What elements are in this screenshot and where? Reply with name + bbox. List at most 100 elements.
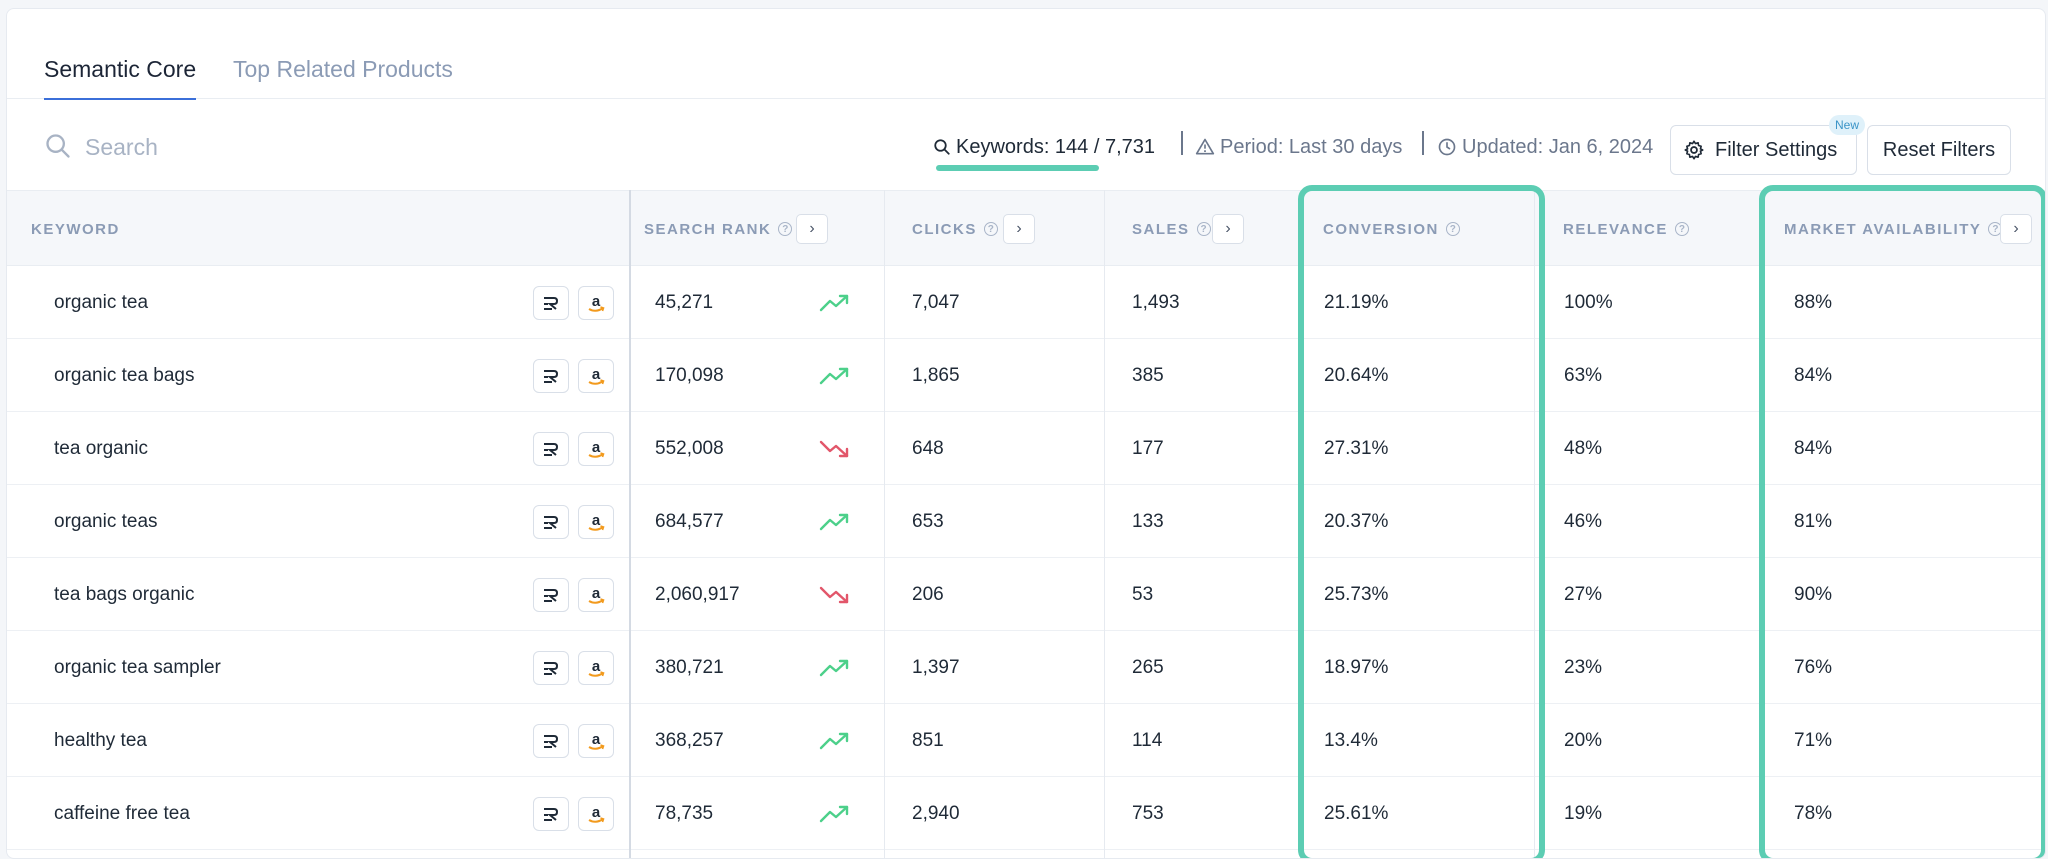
- amazon-search-button[interactable]: a: [578, 651, 614, 685]
- amazon-search-button[interactable]: a: [578, 432, 614, 466]
- column-header-market-availability[interactable]: MARKET AVAILABILITY ?: [1784, 191, 2003, 267]
- column-divider: [884, 190, 885, 858]
- search-rank-cell: 170,098: [655, 364, 724, 386]
- clock-icon: [1438, 138, 1456, 156]
- sr-analysis-button[interactable]: [533, 286, 569, 320]
- column-header-conversion[interactable]: CONVERSION ?: [1323, 191, 1460, 267]
- sales-cell: 114: [1132, 729, 1163, 751]
- table-row[interactable]: organic tea bags a 170,098 1,865 385 20.64% 63…: [7, 339, 2045, 412]
- chevron-right-icon[interactable]: ›: [2000, 214, 2032, 244]
- help-icon[interactable]: ?: [1196, 222, 1211, 236]
- search-rank-cell: 684,577: [655, 510, 724, 532]
- table-row[interactable]: organic tea sampler a 380,721 1,397 265 18.97…: [7, 631, 2045, 704]
- sr-analysis-button[interactable]: [533, 797, 569, 831]
- conversion-cell: 20.37%: [1324, 510, 1389, 532]
- column-header-keyword[interactable]: KEYWORD: [31, 191, 120, 267]
- amazon-icon: a: [588, 512, 605, 531]
- svg-text:a: a: [592, 512, 601, 529]
- amazon-icon: a: [588, 366, 605, 385]
- sr-analysis-button[interactable]: [533, 432, 569, 466]
- sr-analysis-button[interactable]: [533, 505, 569, 539]
- table-row[interactable]: tea bags organic a 2,060,917 206 53 25.73% 27%…: [7, 558, 2045, 631]
- table-row[interactable]: tea organic a 552,008 648 177 27.31% 48% 84%: [7, 412, 2045, 485]
- conversion-cell: 21.19%: [1324, 291, 1389, 313]
- warning-triangle-icon: [1195, 138, 1215, 155]
- keyword-cell: organic tea: [54, 291, 149, 313]
- chevron-right-icon[interactable]: ›: [796, 214, 828, 244]
- clicks-cell: 1,397: [912, 656, 960, 678]
- sales-cell: 133: [1132, 510, 1164, 532]
- amazon-icon: a: [588, 804, 605, 823]
- sales-cell: 265: [1132, 656, 1164, 678]
- amazon-search-button[interactable]: a: [578, 724, 614, 758]
- relevance-cell: 23%: [1564, 656, 1603, 678]
- chevron-right-icon[interactable]: ›: [1003, 214, 1035, 244]
- search-rank-cell: 45,271: [655, 291, 714, 313]
- clicks-cell: 206: [912, 583, 944, 605]
- sr-logo-icon: [544, 443, 559, 456]
- svg-text:a: a: [592, 293, 601, 310]
- svg-text:a: a: [592, 658, 601, 675]
- amazon-search-button[interactable]: a: [578, 359, 614, 393]
- column-header-search-rank[interactable]: SEARCH RANK ?: [644, 191, 793, 267]
- reset-filters-button[interactable]: Reset Filters: [1867, 125, 2011, 175]
- amazon-icon: a: [588, 439, 605, 458]
- keywords-count[interactable]: Keywords: 144 / 7,731: [933, 130, 1155, 164]
- amazon-search-button[interactable]: a: [578, 797, 614, 831]
- help-icon[interactable]: ?: [1445, 222, 1460, 236]
- svg-text:a: a: [592, 585, 601, 602]
- tab-bar: Semantic Core Top Related Products: [7, 9, 2045, 100]
- column-header-sales[interactable]: SALES ?: [1132, 191, 1211, 267]
- sales-cell: 1,493: [1132, 291, 1180, 313]
- market-availability-cell: 84%: [1794, 437, 1833, 459]
- trend-up-icon: [819, 805, 849, 823]
- sr-analysis-button[interactable]: [533, 724, 569, 758]
- sr-analysis-button[interactable]: [533, 578, 569, 612]
- sales-cell: 177: [1132, 437, 1164, 459]
- clicks-cell: 648: [912, 437, 944, 459]
- sr-analysis-button[interactable]: [533, 359, 569, 393]
- sr-logo-icon: [544, 370, 559, 383]
- conversion-cell: 25.61%: [1324, 802, 1389, 824]
- help-icon[interactable]: ?: [778, 222, 793, 236]
- sales-cell: 753: [1132, 802, 1164, 824]
- tab-semantic-core[interactable]: Semantic Core: [44, 40, 197, 100]
- semantic-core-card: Semantic Core Top Related Products Keywo…: [6, 8, 2046, 859]
- table-row[interactable]: organic tea a 45,271 7,047 1,493 21.19% 100% 88…: [7, 266, 2045, 339]
- filter-settings-button[interactable]: Filter Settings: [1670, 125, 1857, 175]
- market-availability-cell: 84%: [1794, 364, 1833, 386]
- amazon-search-button[interactable]: a: [578, 578, 614, 612]
- column-label: KEYWORD: [31, 220, 120, 238]
- period-text: Period: Last 30 days: [1220, 135, 1403, 158]
- market-availability-cell: 88%: [1794, 291, 1833, 313]
- chevron-right-icon[interactable]: ›: [1212, 214, 1244, 244]
- keyword-cell: tea organic: [54, 437, 149, 459]
- help-icon[interactable]: ?: [983, 222, 998, 236]
- column-divider: [629, 190, 631, 858]
- keyword-cell: caffeine free tea: [54, 802, 190, 824]
- sr-logo-icon: [544, 662, 559, 675]
- column-header-relevance[interactable]: RELEVANCE ?: [1563, 191, 1689, 267]
- sr-analysis-button[interactable]: [533, 651, 569, 685]
- table-row[interactable]: organic teas a 684,577 653 133 20.37% 46% 81%: [7, 485, 2045, 558]
- amazon-icon: a: [588, 658, 605, 677]
- clicks-cell: 653: [912, 510, 944, 532]
- search-rank-cell: 552,008: [655, 437, 724, 459]
- relevance-cell: 48%: [1564, 437, 1603, 459]
- amazon-search-button[interactable]: a: [578, 286, 614, 320]
- clicks-cell: 7,047: [912, 291, 960, 313]
- search-input[interactable]: [85, 129, 585, 165]
- table-row[interactable]: caffeine free tea a 78,735 2,940 753 25.61% 19…: [7, 777, 2045, 850]
- help-icon[interactable]: ?: [1674, 222, 1689, 236]
- relevance-cell: 27%: [1564, 583, 1603, 605]
- column-label: MARKET AVAILABILITY: [1784, 220, 1982, 238]
- relevance-cell: 20%: [1564, 729, 1603, 751]
- separator: [1181, 131, 1183, 155]
- keywords-count-text: Keywords: 144 / 7,731: [956, 135, 1156, 158]
- tab-top-related-products[interactable]: Top Related Products: [233, 40, 453, 99]
- conversion-cell: 25.73%: [1324, 583, 1389, 605]
- conversion-cell: 13.4%: [1324, 729, 1378, 751]
- amazon-search-button[interactable]: a: [578, 505, 614, 539]
- table-row[interactable]: healthy tea a 368,257 851 114 13.4% 20% 71%: [7, 704, 2045, 777]
- column-header-clicks[interactable]: CLICKS ?: [912, 191, 998, 267]
